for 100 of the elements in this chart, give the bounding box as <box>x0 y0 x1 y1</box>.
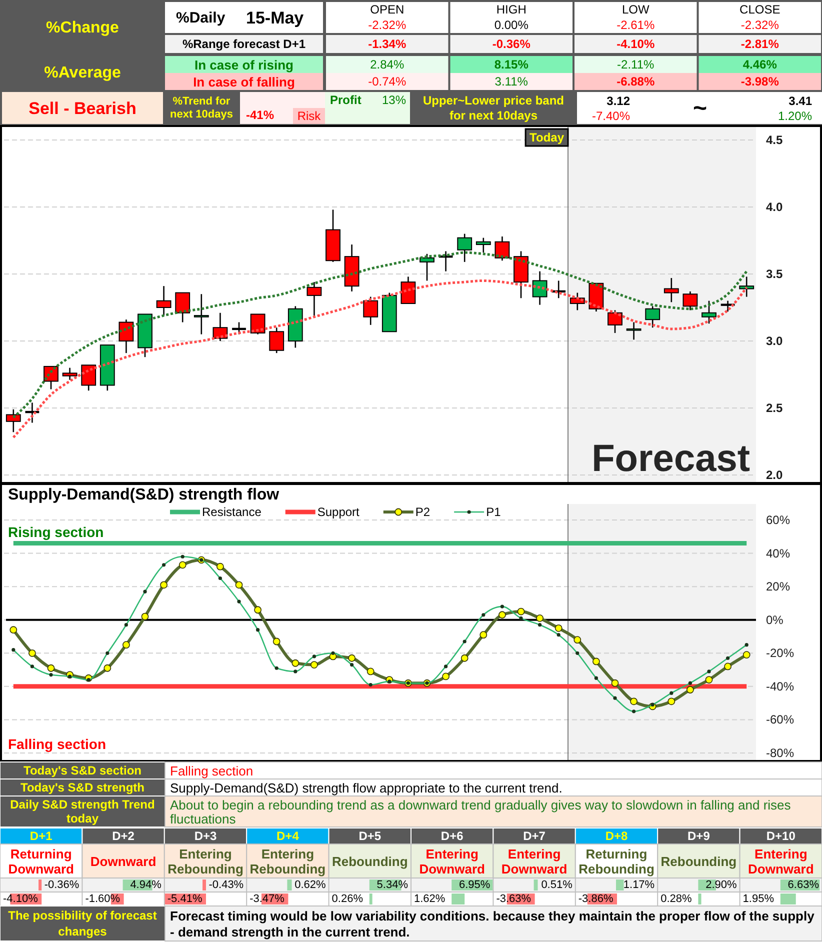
candlestick <box>438 250 454 272</box>
candlestick <box>194 293 209 335</box>
text: Falling section <box>170 763 254 778</box>
text: %Change <box>46 19 120 36</box>
candlestick <box>494 236 510 262</box>
data-label: -0.43% <box>208 879 244 891</box>
data-label: 4.94% <box>130 879 162 891</box>
text: 3.41 <box>788 94 812 108</box>
candlestick <box>24 402 40 424</box>
text: HIGH <box>496 2 526 16</box>
text: Supply-Demand(S&D) strength flow appropriate to the current trend. <box>170 780 562 795</box>
candlestick <box>664 277 679 303</box>
text: 1.20% <box>778 109 812 123</box>
candlestick <box>626 322 642 340</box>
category-label: D+6 <box>440 829 464 843</box>
data-label: -3.63% <box>496 893 532 905</box>
candlestick <box>81 364 96 392</box>
text: -2.11% <box>617 58 655 72</box>
candlestick <box>212 312 228 342</box>
candlestick <box>363 296 378 326</box>
candlestick <box>739 276 754 298</box>
text: 8.15% <box>494 58 529 72</box>
legend-label: P2 <box>415 505 430 519</box>
category-label: D+3 <box>194 829 217 843</box>
text: %Average <box>44 64 121 81</box>
text: Returning Rebounding <box>578 846 654 876</box>
text: -2.81% <box>740 37 780 51</box>
data-label: -3.86% <box>578 893 614 905</box>
data-label: 0.26% <box>332 893 364 905</box>
data-label: 0.51% <box>541 879 573 891</box>
category-label: D+2 <box>112 829 135 843</box>
candlestick <box>682 290 698 311</box>
text: -4.10% <box>616 37 655 51</box>
data-label: -0.36% <box>44 879 80 891</box>
text: CLOSE <box>740 2 780 16</box>
text: %Range forecast D+1 <box>182 37 306 51</box>
data-label: -3.47% <box>250 893 285 905</box>
y-tick-label: 60% <box>766 513 790 527</box>
text: 0.00% <box>494 18 529 32</box>
y-tick-label: 4.5 <box>766 133 784 147</box>
data-label: 1.62% <box>414 893 446 905</box>
text: Downward <box>90 854 156 868</box>
text: In case of falling <box>193 74 295 89</box>
text: Today's S&D strength <box>20 780 144 794</box>
text: About to begin a rebounding trend as a downward trend gradually gives way to slowdown in falling and rises fluctuations <box>170 797 792 826</box>
text: 4.46% <box>742 58 778 72</box>
candlestick <box>476 237 491 254</box>
data-label: 6.95% <box>458 879 490 891</box>
category-label: D+4 <box>276 829 300 843</box>
text: Rebounding <box>660 854 737 868</box>
candlestick <box>457 233 472 263</box>
category-label: D+10 <box>766 829 796 843</box>
y-tick-label: 0% <box>766 612 784 627</box>
text: %Daily <box>176 9 226 26</box>
candlestick <box>420 253 434 282</box>
candlestick <box>532 270 548 306</box>
y-tick-label: -80% <box>766 746 794 760</box>
text: 13% <box>382 93 406 107</box>
text: Entering Downward <box>501 846 568 876</box>
candlestick <box>156 285 172 316</box>
category-label: D+7 <box>523 829 546 843</box>
candlestick <box>230 322 248 335</box>
legend-label: Support <box>317 505 360 519</box>
text: Returning Downward <box>8 846 74 876</box>
text: Entering Rebounding <box>250 846 326 876</box>
y-tick-label: -20% <box>766 646 794 660</box>
data-label: 5.34% <box>376 879 408 891</box>
data-label: 0.62% <box>294 879 326 891</box>
candlestick <box>720 300 736 312</box>
text: %Trend for next 10days <box>170 96 233 120</box>
text: -7.40% <box>592 109 630 123</box>
data-label: 0.28% <box>660 893 692 905</box>
text: -2.32% <box>368 18 406 32</box>
text: -6.88% <box>616 74 655 88</box>
annotation: Rising section <box>8 524 104 540</box>
text: Entering Rebounding <box>168 846 244 876</box>
text: Upper~Lower price band for next 10days <box>422 94 564 122</box>
text: -41% <box>246 108 274 122</box>
y-tick-label: 4.0 <box>766 200 784 214</box>
text: Daily S&D strength Trend today <box>10 798 155 826</box>
candlestick <box>550 280 567 299</box>
annotation: Falling section <box>8 736 106 752</box>
legend-label: Resistance <box>202 505 262 519</box>
y-tick-label: 2.0 <box>766 468 784 482</box>
category-label: D+8 <box>605 829 628 843</box>
category-label: D+1 <box>30 829 53 843</box>
data-label: -5.41% <box>167 893 202 905</box>
text: -3.98% <box>740 74 780 88</box>
data-label: -1.60% <box>85 893 120 905</box>
text: -2.32% <box>740 18 780 32</box>
data-label: -4.10% <box>3 893 38 905</box>
category-label: D+9 <box>688 829 710 843</box>
text: Sell - Bearish <box>28 98 136 118</box>
text: Entering Downward <box>419 846 486 876</box>
candlestick <box>400 276 416 304</box>
text: -0.36% <box>492 37 531 51</box>
text: Today's S&D section <box>24 764 142 778</box>
text: 3.11% <box>494 74 528 88</box>
text: 2.84% <box>370 58 404 72</box>
text: ~ <box>692 94 708 122</box>
